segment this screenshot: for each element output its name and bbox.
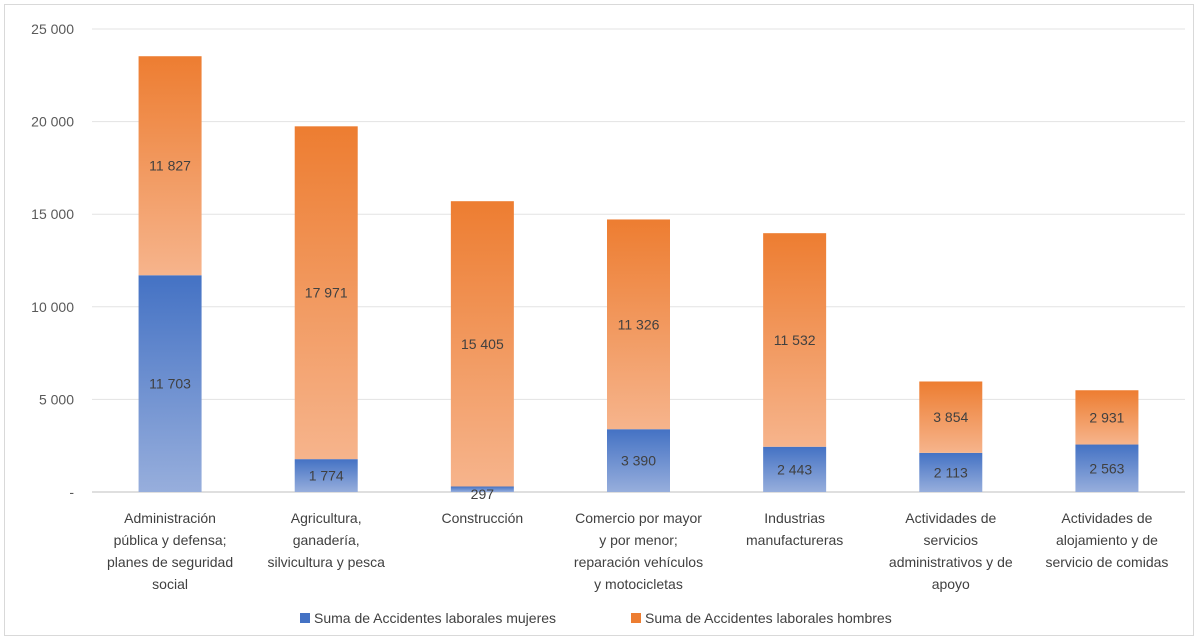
y-tick-label: 25 000 bbox=[31, 21, 74, 37]
category-label: planes de seguridad bbox=[107, 554, 233, 570]
category-labels: Administración pública y defensa; planes d… bbox=[107, 510, 1168, 592]
category-label: Industrias bbox=[764, 510, 825, 526]
data-label: 2 563 bbox=[1089, 460, 1124, 476]
legend-label: Suma de Accidentes laborales mujeres bbox=[314, 610, 556, 626]
y-tick-label: 20 000 bbox=[31, 114, 74, 130]
bar-segment bbox=[919, 381, 983, 453]
category-label: y por menor; bbox=[599, 532, 678, 548]
bar-segment bbox=[607, 429, 670, 492]
data-label: 2 113 bbox=[934, 464, 968, 480]
data-labels: 11 703 11 827 1 774 17 971 297 15 405 3 390 11 … bbox=[149, 158, 1124, 503]
legend-swatch bbox=[300, 613, 310, 623]
data-label: 11 703 bbox=[149, 376, 191, 392]
category-label: y motocicletas bbox=[594, 576, 683, 592]
data-label: 11 827 bbox=[149, 158, 191, 174]
category-label: Administración bbox=[124, 510, 216, 526]
category-label: manufactureras bbox=[746, 532, 843, 548]
chart-frame bbox=[4, 4, 1194, 636]
category-label: Agricultura, bbox=[291, 510, 362, 526]
bar-segment bbox=[1075, 390, 1139, 445]
legend: Suma de Accidentes laborales mujeres Suma… bbox=[300, 610, 892, 626]
gridlines bbox=[92, 28, 1185, 493]
category-label: Actividades de bbox=[905, 510, 996, 526]
category-label: ganadería, bbox=[293, 532, 360, 548]
category-label: silvicultura y pesca bbox=[267, 554, 385, 570]
data-label: 11 532 bbox=[774, 332, 816, 348]
bar-segment bbox=[450, 201, 514, 487]
data-label: 2 931 bbox=[1089, 409, 1124, 425]
y-tick-label: 5 000 bbox=[39, 391, 74, 407]
category-label: alojamiento y de bbox=[1056, 532, 1158, 548]
category-label: Construcción bbox=[442, 510, 524, 526]
bars bbox=[138, 56, 1139, 492]
bar-segment bbox=[138, 56, 202, 276]
y-tick-label: - bbox=[69, 484, 74, 500]
y-tick-label: 15 000 bbox=[31, 206, 74, 222]
legend-swatch bbox=[631, 613, 641, 623]
bar-segment bbox=[1075, 444, 1139, 492]
category-label: Actividades de bbox=[1061, 510, 1152, 526]
bar-segment bbox=[763, 233, 827, 447]
data-label: 17 971 bbox=[305, 285, 348, 301]
category-label: reparación vehículos bbox=[574, 554, 703, 570]
category-label: servicio de comidas bbox=[1045, 554, 1168, 570]
bar-segment bbox=[294, 459, 358, 492]
data-label: 11 326 bbox=[618, 316, 660, 332]
category-label: servicios bbox=[924, 532, 978, 548]
category-label: Comercio por mayor bbox=[575, 510, 702, 526]
data-label: 3 390 bbox=[621, 453, 656, 469]
data-label: 15 405 bbox=[461, 336, 504, 352]
y-tick-label: 10 000 bbox=[31, 299, 74, 315]
category-label: social bbox=[152, 576, 188, 592]
data-label: 3 854 bbox=[933, 409, 968, 425]
data-label: 2 443 bbox=[777, 461, 812, 477]
category-label: apoyo bbox=[932, 576, 970, 592]
y-axis-ticks: - 5 000 10 000 15 000 20 000 25 000 bbox=[31, 21, 74, 500]
bar-segment bbox=[294, 126, 358, 460]
bar-segment bbox=[450, 486, 514, 492]
bar-segment bbox=[607, 219, 670, 430]
category-label: administrativos y de bbox=[889, 554, 1013, 570]
bar-segment bbox=[763, 446, 827, 492]
data-label: 297 bbox=[471, 486, 495, 502]
legend-label: Suma de Accidentes laborales hombres bbox=[645, 610, 892, 626]
category-label: pública y defensa; bbox=[114, 532, 227, 548]
bar-segment bbox=[138, 275, 202, 492]
data-label: 1 774 bbox=[309, 468, 344, 484]
bar-segment bbox=[919, 452, 983, 492]
